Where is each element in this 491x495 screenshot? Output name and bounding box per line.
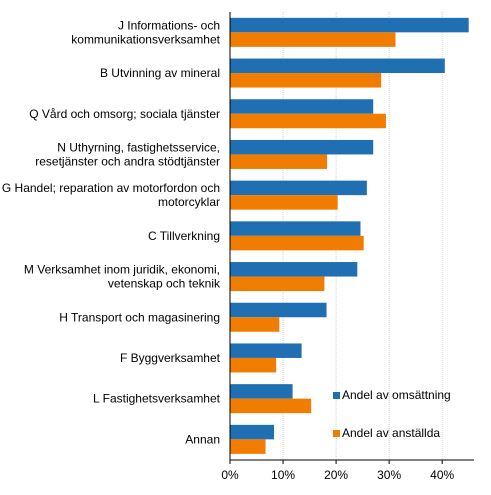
category-label: M Verksamhet inom juridik, ekonomi, veten…: [24, 263, 221, 291]
bar-anstallda-3: [230, 154, 328, 169]
bar-anstallda-2: [230, 113, 386, 129]
x-axis: 0% 10% 20% 30% 40%: [221, 12, 474, 482]
bar-anstallda-9: [230, 398, 312, 414]
bar-omsattning-8: [230, 343, 302, 358]
legend-swatch: [333, 392, 340, 399]
category-label: Q Vård och omsorg; sociala tjänster: [29, 107, 220, 121]
x-tick-label: 0%: [221, 468, 239, 482]
x-tick-label: 10%: [271, 468, 295, 482]
legend-swatch: [333, 430, 340, 437]
x-tick-label: 20%: [324, 468, 348, 482]
category-label-line: Q Vård och omsorg; sociala tjänster: [29, 107, 220, 121]
category-label: L Fastighetsverksamhet: [93, 392, 221, 406]
category-label: Annan: [185, 432, 220, 446]
legend: Andel av omsättning Andel av anställda: [333, 388, 451, 440]
category-label: H Transport och magasinering: [59, 310, 220, 324]
category-label: B Utvinning av mineral: [100, 66, 220, 80]
legend-label: Andel av anställda: [342, 426, 440, 440]
bar-omsattning-10: [230, 424, 275, 440]
bar-anstallda-5: [230, 235, 364, 251]
bar-omsattning-7: [230, 302, 327, 318]
category-label-line: L Fastighetsverksamhet: [93, 392, 221, 406]
category-label-line: N Uthyrning, fastighetsservice,: [57, 140, 220, 154]
category-label-line: F Byggverksamhet: [120, 351, 221, 365]
category-label-line: resetjänster och andra stödtjänster: [35, 154, 220, 168]
category-label-line: C Tillverkning: [148, 229, 220, 243]
category-label: C Tillverkning: [148, 229, 220, 243]
bar-omsattning-6: [230, 262, 358, 277]
category-label-line: H Transport och magasinering: [59, 310, 220, 324]
category-label-line: motorcyklar: [158, 195, 220, 209]
bar-omsattning-0: [230, 17, 469, 33]
category-label-line: Annan: [185, 432, 220, 446]
category-label-line: B Utvinning av mineral: [100, 66, 220, 80]
bar-omsattning-5: [230, 221, 361, 236]
x-tick-label: 30%: [377, 468, 401, 482]
bar-omsattning-4: [230, 180, 367, 196]
category-label: N Uthyrning, fastighetsservice, resetjäns…: [35, 140, 220, 168]
bar-anstallda-7: [230, 317, 280, 332]
legend-label: Andel av omsättning: [342, 388, 451, 402]
bar-anstallda-1: [230, 73, 382, 88]
category-label: J Informations- och kommunikationsverksam…: [71, 18, 220, 46]
bar-omsattning-2: [230, 99, 374, 114]
category-label-line: M Verksamhet inom juridik, ekonomi,: [24, 263, 220, 277]
bar-anstallda-6: [230, 276, 325, 292]
category-label: F Byggverksamhet: [120, 351, 221, 365]
bar-anstallda-10: [230, 439, 266, 454]
bar-anstallda-0: [230, 32, 396, 47]
category-label-line: kommunikationsverksamhet: [71, 32, 220, 46]
bar-omsattning-1: [230, 58, 445, 74]
category-label: G Handel; reparation av motorfordon och m…: [2, 181, 220, 209]
x-tick-label: 40%: [430, 468, 454, 482]
bar-omsattning-3: [230, 139, 374, 155]
category-label-line: J Informations- och: [118, 18, 220, 32]
bars: [230, 17, 469, 454]
bar-omsattning-9: [230, 384, 293, 399]
category-label-line: G Handel; reparation av motorfordon och: [2, 181, 220, 195]
bar-anstallda-4: [230, 195, 338, 210]
bar-anstallda-8: [230, 357, 277, 373]
category-labels: J Informations- och kommunikationsverksam…: [2, 18, 221, 446]
category-label-line: vetenskap och teknik: [108, 277, 221, 291]
